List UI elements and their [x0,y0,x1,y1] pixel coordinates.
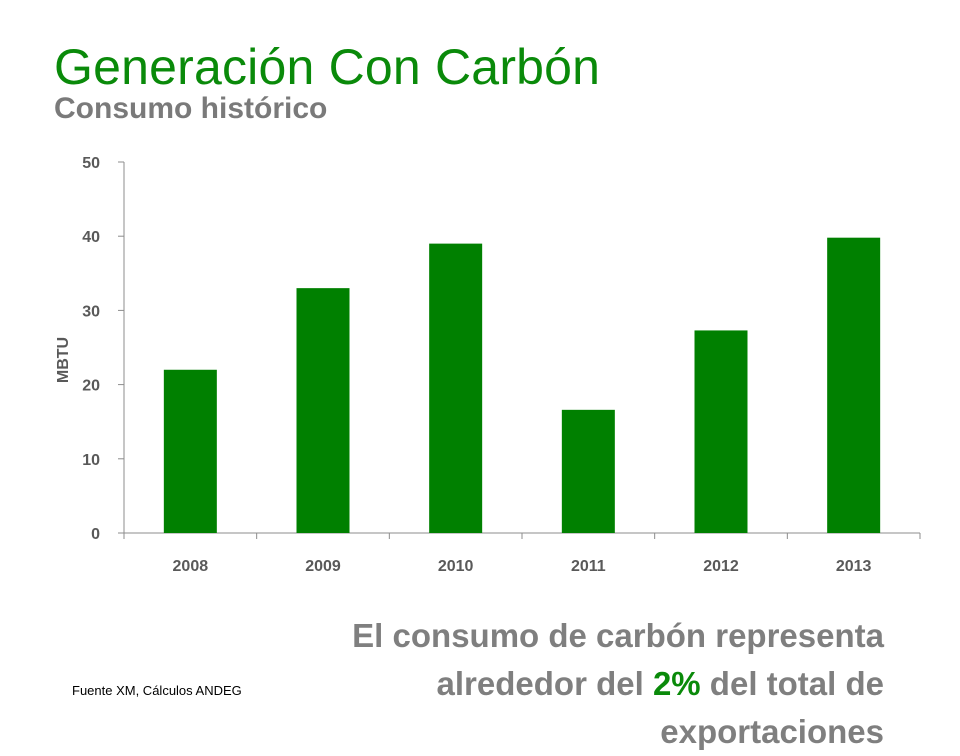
chart-bars [163,237,881,533]
y-tick-label: 10 [82,452,100,469]
y-tick-labels: 0 10 20 30 40 50 [82,155,100,543]
source-note: Fuente XM, Cálculos ANDEG [72,683,242,698]
y-axis-label: MBTU [55,337,72,383]
statement-text-start: El consumo de carbón representa alrededo… [352,617,884,702]
bar-2011 [561,409,615,533]
slide-subtitle: Consumo histórico [54,92,328,125]
bar-chart: 2008 2009 2010 2011 2012 2013 0 10 20 30 40 50 MBT… [55,155,921,575]
x-tick-label: 2008 [173,558,209,575]
statement-highlight-percent: 2% [652,665,701,702]
x-tick-label: 2009 [305,558,341,575]
x-tick-label: 2013 [836,558,872,575]
y-tick-label: 20 [82,378,100,395]
y-tick-label: 0 [91,526,100,543]
y-tick-label: 30 [82,303,100,320]
summary-statement: El consumo de carbón representa alrededo… [244,612,884,756]
bar-2013 [827,237,881,533]
x-tick-label: 2012 [703,558,739,575]
y-tick-label: 50 [82,155,100,172]
bar-2012 [694,330,748,533]
chart-axes [118,161,921,539]
bar-2008 [163,369,217,533]
slide-title: Generación Con Carbón [54,39,601,95]
bar-2010 [429,243,483,533]
bar-2009 [296,288,350,533]
x-tick-label: 2010 [438,558,474,575]
y-tick-label: 40 [82,229,100,246]
x-tick-labels: 2008 2009 2010 2011 2012 2013 [173,558,872,575]
x-tick-label: 2011 [571,558,606,575]
